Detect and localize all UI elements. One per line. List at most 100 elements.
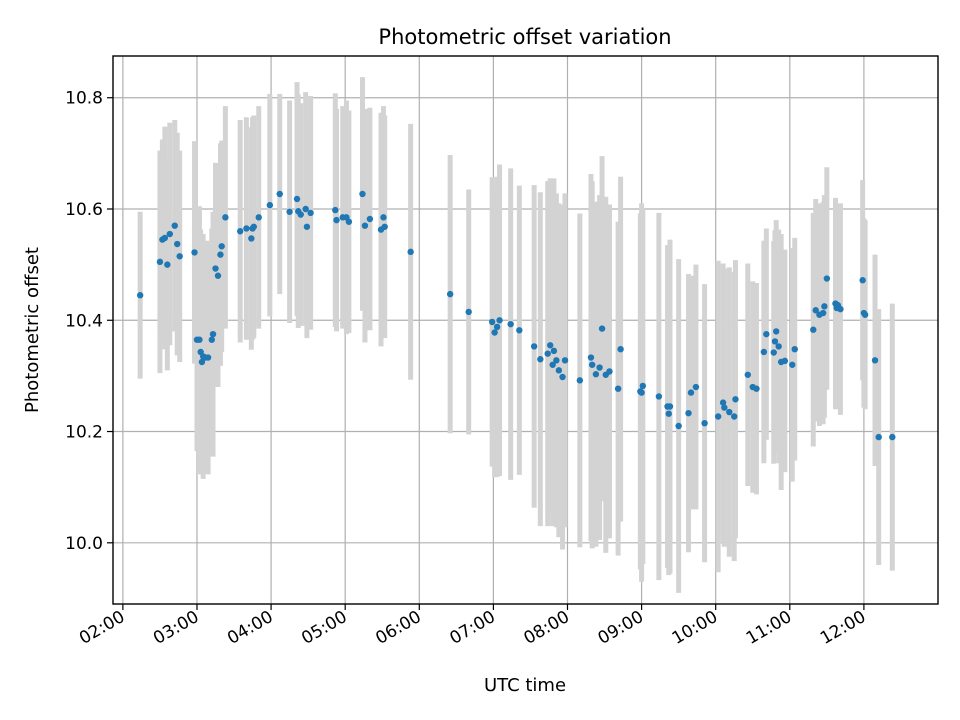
data-point [812, 307, 819, 314]
plot-frame [112, 55, 939, 605]
data-point [496, 317, 503, 324]
data-point [407, 248, 414, 256]
data-point [732, 396, 739, 403]
data-point [760, 348, 768, 356]
data-point [297, 211, 304, 218]
data-point [685, 409, 692, 417]
data-point [171, 222, 178, 229]
data-point [837, 305, 844, 313]
data-point [587, 354, 595, 361]
data-point [823, 275, 831, 282]
data-point [191, 249, 198, 256]
data-point [606, 368, 613, 375]
data-point [791, 345, 798, 353]
data-point [209, 330, 217, 338]
data-point [726, 408, 733, 416]
data-point [333, 216, 340, 224]
data-point [547, 342, 554, 349]
data-point [243, 225, 250, 232]
data-point [821, 303, 828, 310]
data-point [465, 308, 472, 316]
data-point [196, 336, 203, 343]
data-point [212, 265, 219, 272]
data-point [222, 214, 229, 221]
data-point [544, 350, 551, 357]
data-point [773, 328, 780, 335]
data-point [248, 235, 255, 242]
data-point [516, 327, 523, 334]
data-point [332, 206, 339, 214]
data-point [491, 329, 498, 336]
data-point [889, 433, 896, 441]
data-point [488, 318, 496, 326]
data-point [588, 361, 596, 368]
data-point [380, 214, 387, 221]
data-point [810, 326, 817, 333]
chart-title: Photometric offset variation [378, 25, 671, 49]
data-point [493, 323, 501, 331]
data-point [561, 357, 569, 364]
data-point [198, 358, 206, 366]
data-point [166, 230, 174, 238]
data-point [218, 243, 225, 250]
data-point [592, 371, 600, 378]
y-tick-label: 10.0 [65, 534, 103, 554]
data-point [345, 218, 353, 225]
data-point [549, 361, 556, 368]
data-point [217, 251, 224, 258]
data-point [164, 261, 171, 268]
data-point [675, 422, 682, 430]
data-point [156, 258, 164, 266]
data-point [537, 356, 544, 363]
data-point [771, 338, 779, 345]
data-point [598, 325, 606, 332]
data-point [237, 228, 244, 235]
data-point [446, 290, 454, 298]
data-point [666, 403, 674, 410]
x-axis-label: UTC time [484, 675, 566, 696]
y-axis-ticks: 10.0 10.2 10.4 10.6 10.8 [65, 89, 113, 554]
data-point [361, 222, 369, 229]
data-point [555, 367, 563, 374]
data-point [530, 343, 538, 350]
data-point [770, 349, 777, 356]
data-point [753, 385, 760, 392]
data-point [871, 357, 879, 364]
data-point [250, 223, 257, 230]
data-point [293, 195, 301, 203]
data-point [266, 201, 274, 209]
data-point [507, 320, 514, 328]
data-point [721, 404, 728, 411]
y-tick-label: 10.4 [65, 311, 103, 331]
data-point [701, 419, 708, 427]
data-point [859, 277, 866, 284]
data-point [576, 377, 584, 384]
y-tick-label: 10.6 [65, 200, 103, 220]
data-point [214, 272, 222, 279]
data-point [617, 345, 624, 353]
data-point [303, 223, 311, 230]
data-points [136, 190, 896, 441]
data-point [174, 240, 181, 248]
y-tick-label: 10.8 [65, 89, 103, 109]
data-point [719, 399, 727, 406]
data-point [559, 373, 566, 381]
data-point [366, 215, 374, 223]
data-point [553, 357, 560, 364]
data-point [861, 311, 869, 318]
data-point [687, 389, 695, 396]
data-point [789, 361, 796, 368]
y-tick-label: 10.2 [65, 423, 103, 443]
data-point [731, 413, 738, 420]
data-point [781, 357, 789, 365]
data-point [276, 190, 283, 198]
data-point [307, 209, 314, 217]
y-axis-label: Photometric offset [22, 247, 43, 413]
data-point [596, 364, 603, 371]
data-point [639, 382, 647, 390]
data-point [208, 336, 216, 343]
data-point [176, 253, 183, 260]
data-point [763, 330, 770, 338]
data-point [255, 214, 262, 221]
